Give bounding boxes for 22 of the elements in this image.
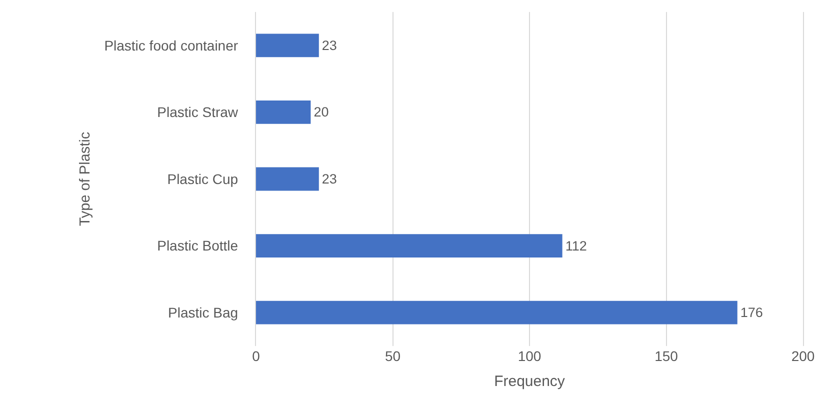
y-tick-label: Plastic Bag (168, 304, 238, 320)
y-tick-label: Plastic Bottle (157, 238, 238, 254)
data-label: 23 (322, 172, 337, 186)
x-tick-label: 100 (518, 348, 542, 364)
y-tick-label: Plastic food container (104, 37, 238, 54)
x-tick-label: 50 (384, 348, 401, 364)
bar (256, 167, 319, 191)
x-tick-label: 0 (252, 348, 260, 364)
data-label: 23 (322, 38, 337, 53)
y-axis-title: Type of Plastic (78, 132, 94, 226)
data-label: 20 (314, 104, 329, 120)
x-axis-title: Frequency (494, 373, 566, 390)
data-label: 176 (740, 305, 763, 320)
bar (256, 300, 738, 324)
x-tick-label: 200 (791, 348, 815, 364)
bar (256, 34, 319, 58)
y-tick-label: Plastic Cup (167, 170, 238, 187)
bar (256, 234, 562, 258)
x-tick-label: 150 (654, 348, 678, 364)
bar (256, 100, 311, 124)
y-tick-label: Plastic Straw (157, 104, 239, 120)
data-label: 112 (565, 238, 587, 254)
